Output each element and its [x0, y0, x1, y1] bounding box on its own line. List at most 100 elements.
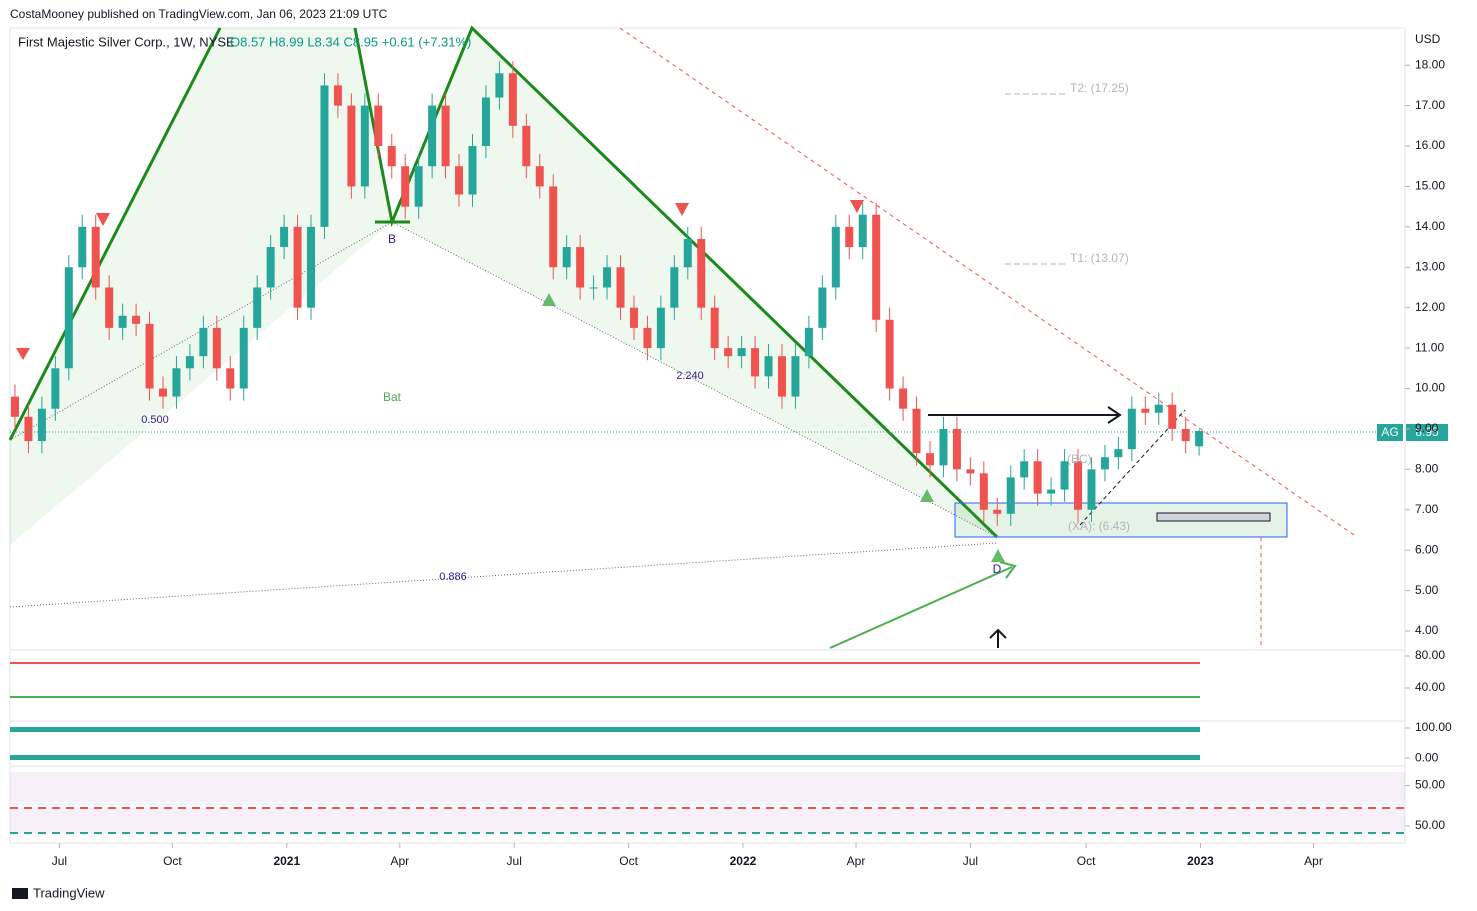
candle-body: [10, 396, 19, 417]
y-tick-label: 40.00: [1415, 680, 1445, 694]
y-tick-label: 16.00: [1415, 138, 1445, 152]
candle-body: [280, 226, 289, 248]
sell-marker: [850, 200, 864, 213]
y-tick-label: 50.00: [1415, 778, 1445, 792]
trend-line: [619, 27, 1358, 538]
candle-body: [764, 356, 773, 377]
x-tick-label: Apr: [390, 854, 409, 868]
x-tick-label: Oct: [163, 854, 182, 868]
candle-body: [858, 214, 867, 248]
candle-body: [293, 226, 302, 308]
candle-body: [643, 327, 652, 349]
candle-body: [535, 166, 544, 187]
candle-body: [347, 105, 356, 187]
x-tick-label: Apr: [1304, 854, 1323, 868]
pattern-label: Bat: [383, 390, 402, 404]
candle-body: [495, 73, 504, 98]
candle-body: [993, 509, 1002, 514]
candle-body: [1114, 449, 1123, 458]
candle-body: [979, 473, 988, 510]
indicator-band: [10, 808, 1405, 833]
candle-body: [831, 226, 840, 288]
candle-body: [1047, 489, 1056, 494]
candle-body: [1141, 408, 1150, 413]
candle-body: [845, 226, 854, 248]
channel-line: [1079, 409, 1186, 526]
candle-body: [320, 85, 329, 227]
candle-body: [1181, 428, 1190, 442]
candle-body: [360, 105, 369, 187]
candle-body: [172, 368, 181, 397]
level-label: (BC): [1067, 452, 1092, 466]
buy-marker: [542, 293, 556, 306]
x-tick-label: Jul: [507, 854, 522, 868]
candle-body: [818, 287, 827, 328]
candle-body: [804, 327, 813, 357]
candle-body: [777, 356, 786, 397]
candle-body: [145, 323, 154, 389]
ratio-label: 0.886: [439, 571, 467, 583]
candle-body: [1154, 404, 1163, 413]
arrow-head: [989, 628, 1007, 639]
candle-body: [710, 307, 719, 349]
indicator-band: [10, 772, 1405, 802]
candle-body: [885, 319, 894, 389]
y-tick-label: 4.00: [1415, 623, 1439, 637]
symbol-tag: [1377, 424, 1403, 441]
candle-body: [1060, 461, 1069, 490]
candle-body: [899, 388, 908, 409]
zone-marker: [1156, 512, 1271, 522]
candle-body: [791, 356, 800, 397]
y-tick-label: 11.00: [1415, 340, 1444, 354]
arrow-head: [999, 561, 1017, 579]
candle-body: [78, 226, 87, 268]
y-tick-label: 50.00: [1415, 818, 1445, 832]
candle-body: [724, 348, 733, 357]
price-label: 8.95: [1415, 425, 1439, 439]
publisher: CostaMooney published on TradingView.com…: [10, 7, 388, 21]
candle-body: [1033, 461, 1042, 494]
candle-body: [455, 166, 464, 195]
y-tick-label: 80.00: [1415, 648, 1445, 662]
candle-body: [401, 166, 410, 207]
target-label: T1: (13.07): [1070, 251, 1129, 265]
candle-body: [158, 388, 167, 397]
candle-body: [226, 368, 235, 389]
candle-body: [333, 85, 342, 106]
candle-body: [522, 125, 531, 167]
candle-body: [872, 214, 881, 320]
candle-body: [576, 247, 585, 288]
sell-marker: [16, 348, 30, 360]
candle-body: [683, 238, 692, 268]
candle-body: [603, 267, 612, 288]
brand-logo: [12, 888, 28, 899]
buy-marker: [991, 549, 1005, 562]
target-label: T2: (17.25): [1070, 81, 1129, 95]
sell-marker: [675, 203, 689, 216]
indicator-band: [10, 727, 1200, 732]
y-tick-label: 13.00: [1415, 259, 1445, 273]
candle-body: [414, 166, 423, 207]
y-tick-label: 8.00: [1415, 462, 1439, 476]
candle-body: [952, 428, 961, 470]
x-tick-label: Jul: [963, 854, 978, 868]
y-tick-label: 12.00: [1415, 300, 1445, 314]
candle-body: [616, 267, 625, 308]
x-tick-label: Oct: [619, 854, 638, 868]
y-tick-label: 15.00: [1415, 179, 1445, 193]
candle-body: [939, 428, 948, 466]
pattern-leg: [8, 27, 222, 441]
candle-body: [697, 238, 706, 308]
candle-body: [1074, 461, 1083, 510]
candle-body: [751, 348, 760, 377]
x-tick-label: Oct: [1077, 854, 1096, 868]
x-tick-label: 2023: [1187, 854, 1214, 868]
candle-body: [1195, 430, 1204, 447]
ohlc: O8.57 H8.99 L8.34 C8.95 +0.61 (+7.31%): [230, 34, 471, 49]
pattern-fill: [392, 28, 997, 537]
plot-frame: [9, 27, 1406, 844]
candle-body: [428, 105, 437, 167]
chart-title: First Majestic Silver Corp., 1W, NYSE: [18, 34, 235, 49]
candle-body: [253, 287, 262, 328]
